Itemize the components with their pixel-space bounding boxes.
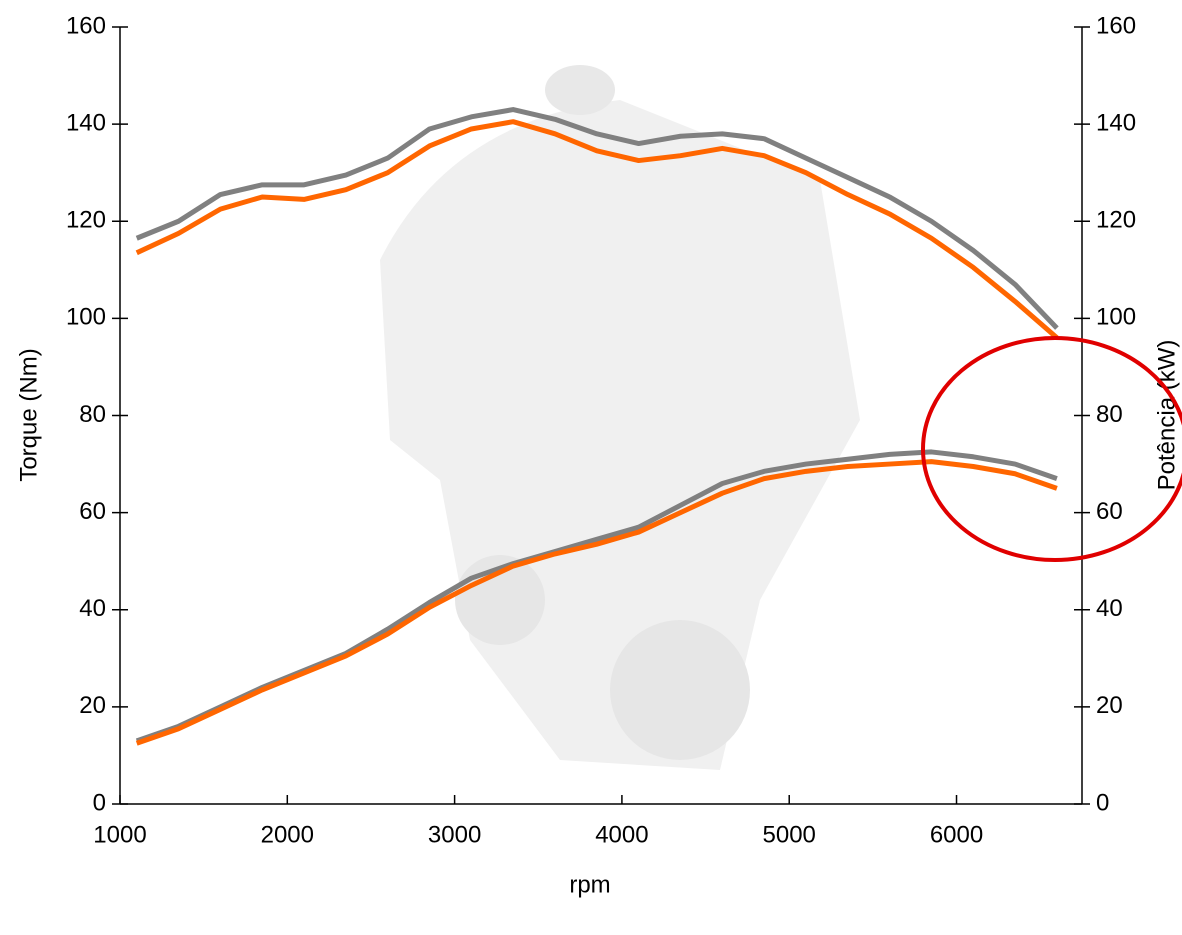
y-tick-label: 140 xyxy=(66,109,106,136)
y-tick-label: 20 xyxy=(79,692,106,719)
y2-tick-label: 20 xyxy=(1096,692,1123,719)
y2-tick-label: 100 xyxy=(1096,304,1136,331)
y2-tick-label: 40 xyxy=(1096,595,1123,622)
x-tick-label: 4000 xyxy=(595,821,648,848)
x-tick-label: 6000 xyxy=(930,821,983,848)
chart: Torque (Nm) Potência (kW) rpm 0 20 40 60 80 1… xyxy=(0,0,1182,930)
y-tick-label: 100 xyxy=(66,304,106,331)
x-tick-label: 5000 xyxy=(763,821,816,848)
y2-tick-label: 60 xyxy=(1096,498,1123,525)
y-tick-label: 40 xyxy=(79,595,106,622)
y2-tick-label: 160 xyxy=(1096,12,1136,39)
engine-background xyxy=(380,65,860,770)
y2-tick-label: 80 xyxy=(1096,401,1123,428)
highlight-circle xyxy=(923,338,1182,560)
y-tick-label: 0 xyxy=(93,789,106,816)
y-tick-label: 80 xyxy=(79,401,106,428)
x-tick-label: 3000 xyxy=(428,821,481,848)
y2-axis-label: Potência (kW) xyxy=(1153,340,1180,491)
y-tick-label: 120 xyxy=(66,207,106,234)
x-tick-label: 2000 xyxy=(261,821,314,848)
y-axis-label: Torque (Nm) xyxy=(15,348,42,481)
x-axis-label: rpm xyxy=(569,871,610,898)
y2-tick-label: 120 xyxy=(1096,207,1136,234)
y2-tick-label: 140 xyxy=(1096,109,1136,136)
y-tick-label: 160 xyxy=(66,12,106,39)
y-tick-label: 60 xyxy=(79,498,106,525)
y2-tick-label: 0 xyxy=(1096,789,1109,816)
x-tick-label: 1000 xyxy=(93,821,146,848)
